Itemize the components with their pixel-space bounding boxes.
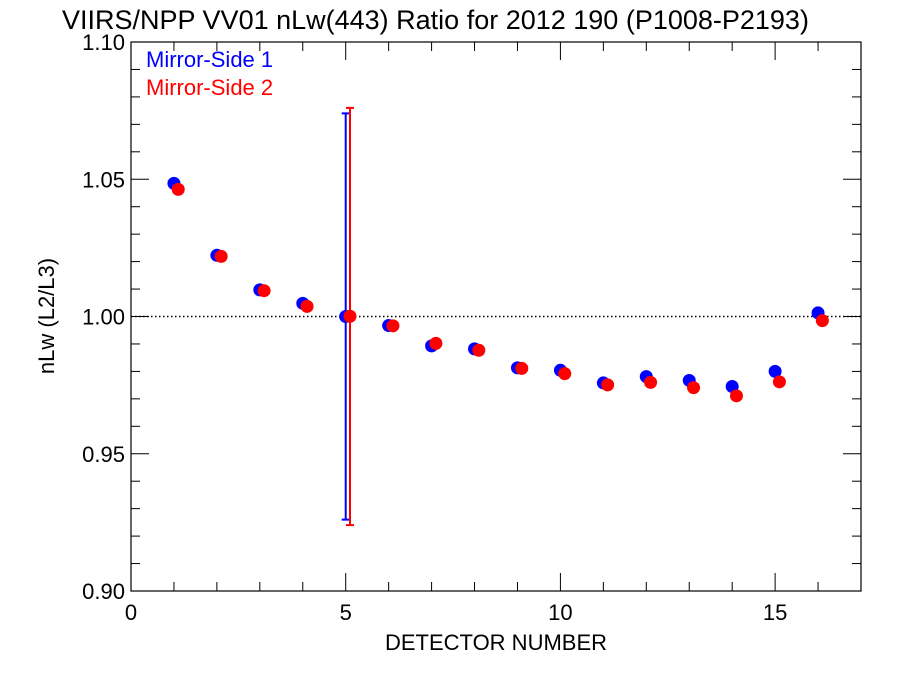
x-tick-label: 5	[340, 600, 352, 625]
y-tick-label: 0.90	[82, 579, 125, 604]
data-point-series-2	[601, 378, 615, 392]
data-point-series-2	[644, 375, 658, 389]
data-point-series-2	[386, 319, 400, 333]
x-axis-label: DETECTOR NUMBER	[385, 630, 607, 655]
data-point-series-2	[472, 343, 486, 357]
data-point-series-2	[815, 314, 829, 328]
data-point-series-2	[687, 381, 701, 395]
data-point-series-2	[300, 299, 314, 313]
x-tick-label: 10	[548, 600, 572, 625]
plot-area: 0 5 10 15 0.90 0.95 1.00 1.05 1.10 Mirror-Side 1 M…	[82, 30, 862, 625]
data-point-series-2	[429, 336, 443, 350]
y-tick-label: 1.00	[82, 305, 125, 330]
data-point-series-2	[729, 389, 743, 403]
data-point-series-2	[257, 284, 271, 298]
data-point-series-2	[214, 249, 228, 263]
y-tick-label: 1.10	[82, 30, 125, 55]
y-tick-label: 0.95	[82, 442, 125, 467]
data-point-series-1	[768, 364, 782, 378]
chart-title: VIIRS/NPP VV01 nLw(443) Ratio for 2012 1…	[62, 5, 809, 35]
y-tick-label: 1.05	[82, 167, 125, 192]
data-point-series-2	[772, 375, 786, 389]
legend-entry-2: Mirror-Side 2	[146, 75, 273, 100]
data-point-series-2	[515, 361, 529, 375]
data-point-series-2	[558, 367, 572, 381]
x-tick-label: 0	[125, 600, 137, 625]
data-point-series-2	[343, 309, 357, 323]
x-tick-label: 15	[763, 600, 787, 625]
y-axis-label: nLw (L2/L3)	[34, 258, 59, 374]
legend-entry-1: Mirror-Side 1	[146, 47, 273, 72]
data-point-series-2	[171, 182, 185, 196]
